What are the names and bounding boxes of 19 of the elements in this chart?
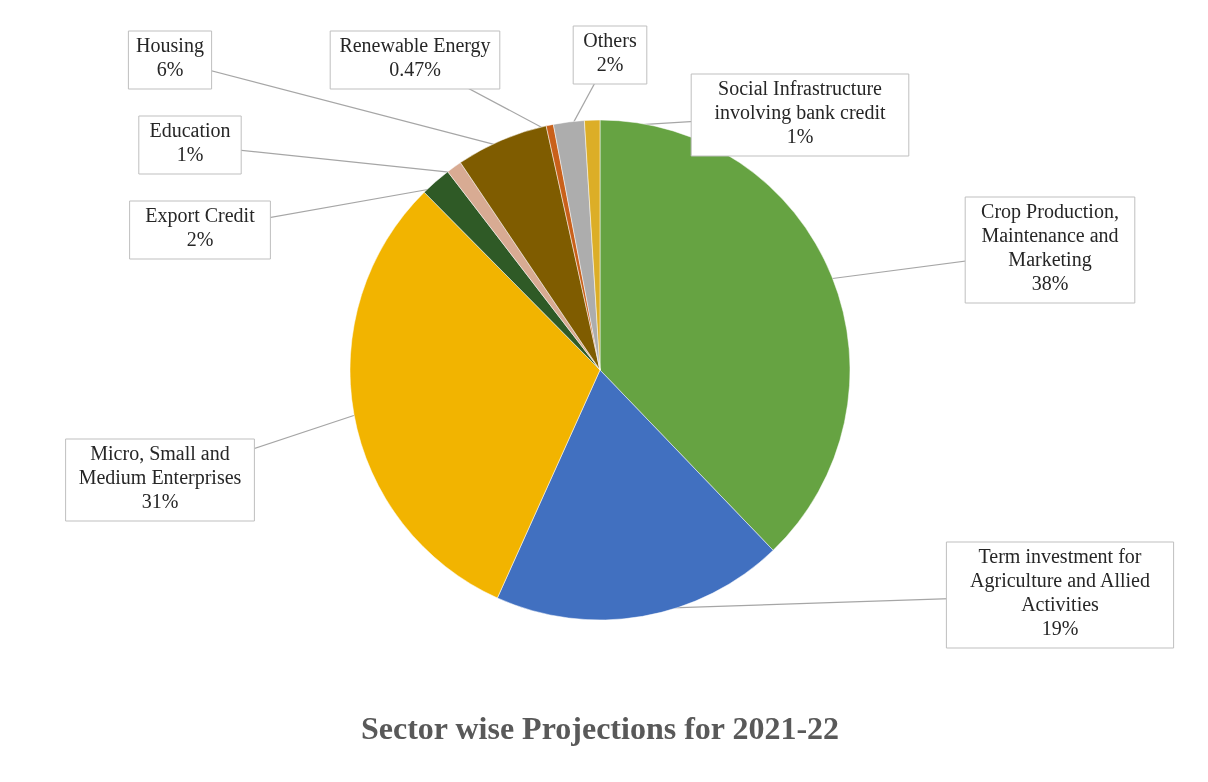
slice-label: Term investment for Agriculture and Allied Activities [970,545,1150,615]
slice-label: Others [583,29,637,51]
slice-label: Crop Production, Maintenance and Marketing [981,200,1119,271]
text: Sector wise Projections for 2021-22 [360,710,840,746]
slice-label: Micro, Small and Medium Enterprises [78,442,242,489]
data-label: 0.47% [389,58,441,80]
data-label: 1% [786,125,814,147]
data-label: 6% [156,58,184,80]
data-label: 19% [1041,617,1079,639]
slice-label: Export Credit [145,204,256,227]
slice-label: Renewable Energy [339,34,491,57]
slice-label: Education [149,119,231,141]
slice-label: Housing [136,34,204,57]
data-label: 31% [141,490,179,512]
data-label: 38% [1031,272,1069,294]
slice-label: Social Infrastructure involving bank credit [714,77,886,124]
data-label: 2% [186,228,214,250]
data-label: 1% [176,143,204,165]
data-label: 2% [596,53,624,75]
